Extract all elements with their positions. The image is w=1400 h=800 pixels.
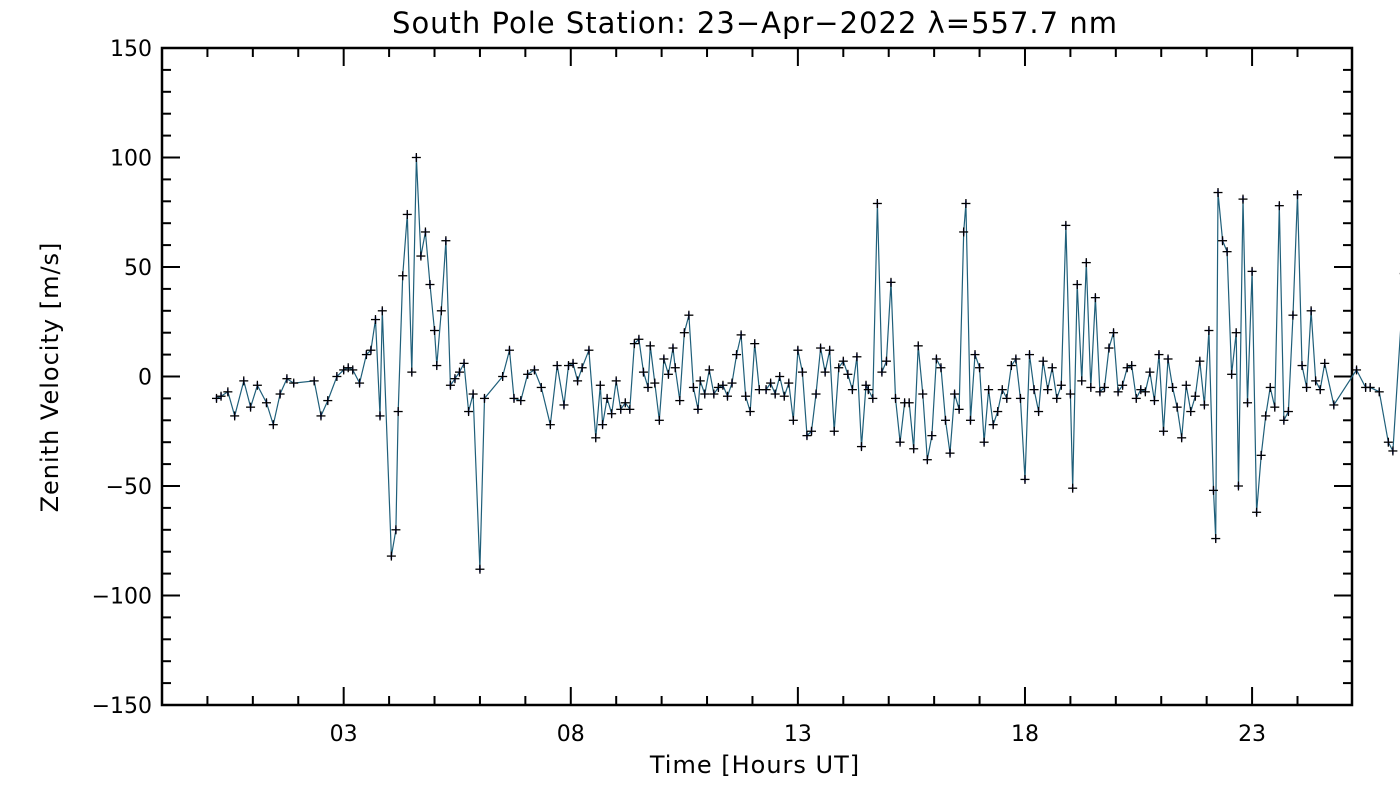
series-line	[216, 157, 1400, 570]
x-axis-label: Time [Hours UT]	[649, 751, 860, 779]
y-axis: −150 −100 −50 0 50 100 150	[92, 37, 1352, 719]
y-tick-label: 0	[138, 366, 152, 391]
plot-area	[212, 153, 1400, 574]
y-tick-label: −50	[106, 475, 152, 500]
x-axis: 03 08 13 18 23	[206, 48, 1299, 747]
chart-title: South Pole Station: 23−Apr−2022 λ=557.7 …	[392, 6, 1118, 40]
x-tick-label: 13	[784, 722, 812, 747]
y-axis-label: Zenith Velocity [m/s]	[36, 242, 64, 513]
x-tick-label: 08	[557, 722, 585, 747]
x-tick-label: 03	[330, 722, 358, 747]
y-tick-label: 100	[110, 147, 152, 172]
y-tick-label: −150	[92, 694, 152, 719]
y-tick-label: 50	[124, 256, 152, 281]
x-tick-label: 18	[1011, 722, 1039, 747]
x-tick-label: 23	[1238, 722, 1266, 747]
y-tick-label: −100	[92, 585, 152, 610]
y-tick-label: 150	[110, 37, 152, 62]
